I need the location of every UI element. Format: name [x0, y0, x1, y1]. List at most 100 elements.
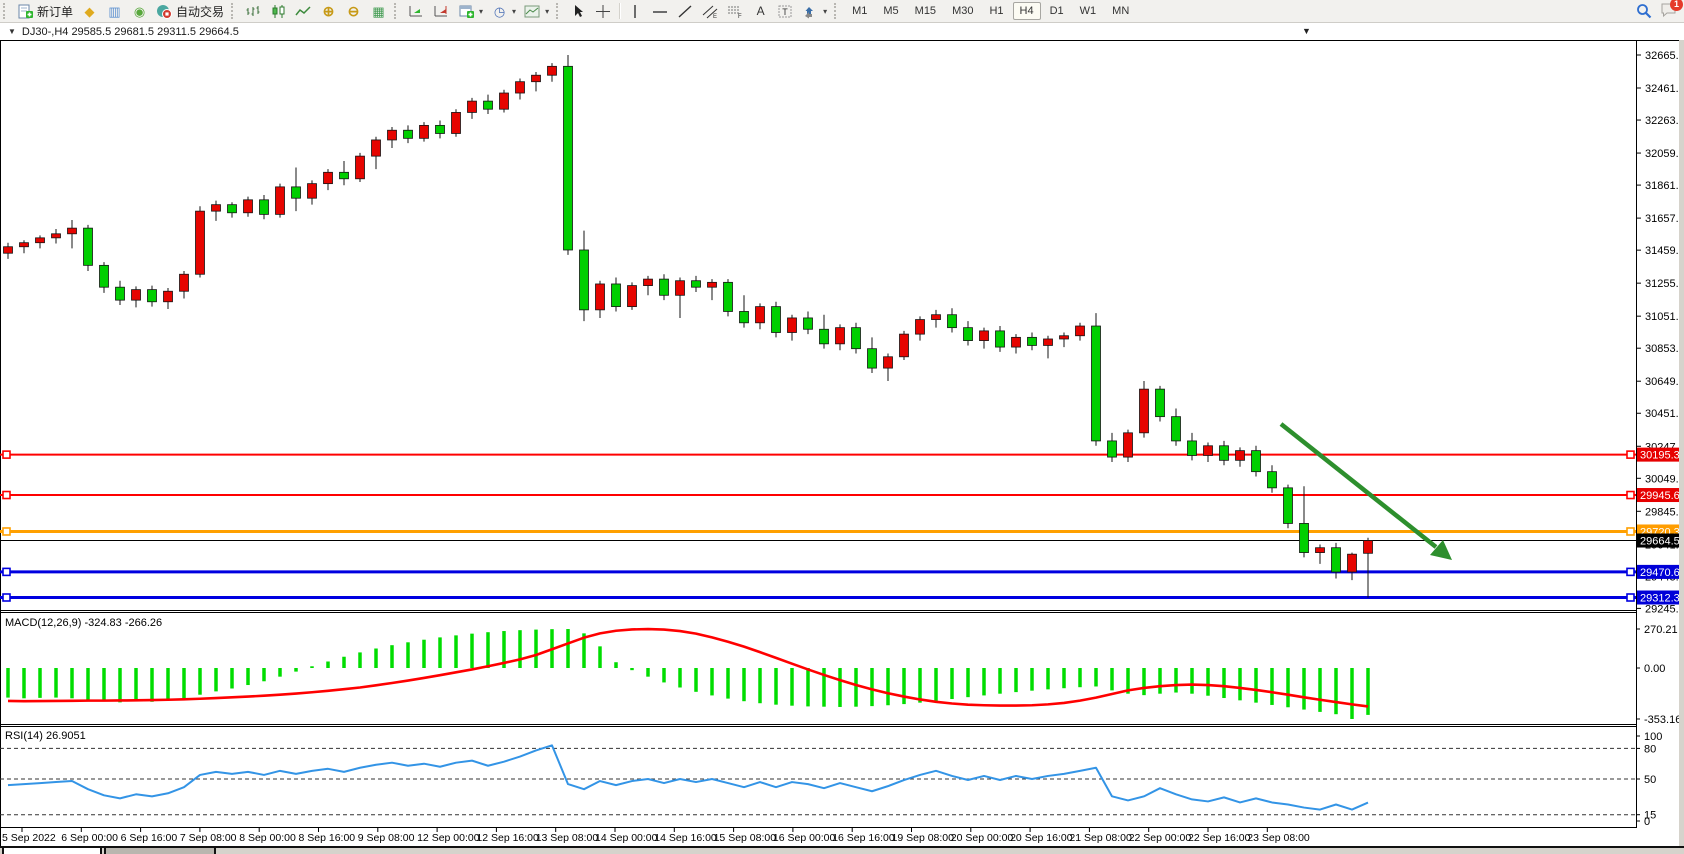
candle-30	[483, 100, 493, 110]
toolbar-grip[interactable]	[231, 3, 238, 19]
rsi-tick-label: 50	[1644, 774, 1656, 786]
vline-tool-button[interactable]	[623, 1, 648, 21]
channel-tool-button[interactable]: E	[698, 1, 723, 21]
arrows-tool-button[interactable]: ▾	[798, 1, 831, 21]
hline-tool-button[interactable]	[648, 1, 673, 21]
vertical-line-icon	[634, 4, 636, 18]
template-button[interactable]: ▾	[520, 1, 553, 21]
new-chart-icon	[459, 5, 475, 18]
hline-handle[interactable]	[1626, 593, 1635, 602]
timeframe-M5[interactable]: M5	[883, 5, 899, 17]
toolbar-grip[interactable]	[834, 3, 841, 19]
hline-handle[interactable]	[1626, 567, 1635, 577]
candlestick-chart-icon	[272, 4, 285, 18]
date-label: 8 Sep 16:00	[299, 832, 356, 844]
date-label: 5 Sep 2022	[2, 832, 56, 844]
new-order-button[interactable]: 新订单	[13, 1, 77, 21]
timeframe-M30[interactable]: M30	[952, 5, 974, 17]
toolbar-grip[interactable]	[3, 3, 10, 19]
label-tool-button[interactable]: T	[773, 1, 798, 21]
hline-handle[interactable]	[1626, 490, 1635, 500]
candle-49	[787, 317, 797, 333]
symbols-button[interactable]: ◆	[77, 1, 102, 21]
candle-0	[3, 246, 13, 254]
chevron-down-icon: ▾	[512, 6, 517, 16]
timeframe-H1[interactable]: H1	[989, 5, 1004, 17]
hline-handle[interactable]	[2, 593, 11, 602]
rsi-label: RSI(14) 26.9051	[5, 730, 86, 742]
hline-handle[interactable]	[1626, 527, 1635, 536]
chart-tab[interactable]	[104, 846, 216, 854]
chart-title-row: ▼ DJ30-,H4 29585.5 29681.5 29311.5 29664…	[0, 23, 1684, 40]
price-chip	[1637, 533, 1683, 548]
crosshair-tool-button[interactable]	[591, 1, 616, 21]
candle-75	[1203, 445, 1213, 456]
period-button[interactable]: ◷ ▾	[487, 1, 520, 21]
zoom-in-button[interactable]: ⊕	[316, 1, 341, 21]
timeframe-M1[interactable]: M1	[852, 5, 868, 17]
chart-tab-active[interactable]	[2, 846, 102, 854]
search-icon[interactable]	[1636, 3, 1652, 19]
trend-arrow[interactable]	[1279, 422, 1438, 549]
signals-button[interactable]: ◉	[127, 1, 152, 21]
chart-tabs-bar	[0, 846, 1684, 854]
date-label: 20 Sep 00:00	[951, 832, 1014, 844]
candlestick-chart-button[interactable]	[266, 1, 291, 21]
price-tick-label: 29845.0	[1645, 506, 1684, 518]
price-tick-label: 30649.0	[1645, 376, 1684, 388]
timeframe-MN[interactable]: MN	[1112, 5, 1130, 17]
date-label: 16 Sep 16:00	[832, 832, 895, 844]
toolbar: 新订单 ◆ ▥ ◉ 自动交易	[0, 0, 1684, 23]
date-label: 22 Sep 00:00	[1129, 832, 1192, 844]
autotrade-button[interactable]: 自动交易	[152, 1, 228, 21]
candle-56	[899, 333, 909, 358]
text-icon: A	[756, 3, 765, 18]
hline-handle[interactable]	[2, 450, 11, 459]
zoom-out-icon: ⊖	[347, 2, 360, 19]
hline-handle[interactable]	[2, 490, 11, 500]
rsi-tick-label: 0	[1644, 816, 1650, 828]
hline-handle[interactable]	[2, 527, 11, 536]
notifications-button[interactable]: 1	[1660, 0, 1683, 21]
date-label: 21 Sep 08:00	[1069, 832, 1132, 844]
toolbar-grip[interactable]	[394, 3, 401, 19]
macd-label: MACD(12,26,9) -324.83 -266.26	[5, 617, 162, 629]
market-watch-button[interactable]: ▥	[102, 1, 127, 21]
price-chip	[1637, 447, 1683, 462]
zoom-out-button[interactable]: ⊖	[341, 1, 366, 21]
bar-chart-button[interactable]	[241, 1, 266, 21]
line-chart-button[interactable]	[291, 1, 316, 21]
arrow-shapes-icon	[805, 6, 814, 18]
trendline-tool-button[interactable]	[673, 1, 698, 21]
timeframe-D1[interactable]: D1	[1049, 5, 1064, 17]
candle-14	[227, 204, 237, 214]
candle-84	[1347, 553, 1357, 573]
chart-shift-button[interactable]	[429, 1, 454, 21]
price-chip	[1637, 488, 1683, 503]
toolbar-grip[interactable]	[556, 3, 563, 19]
hline-handle[interactable]	[1626, 450, 1635, 459]
timeframe-W1[interactable]: W1	[1079, 5, 1097, 17]
text-tool-button[interactable]: A	[748, 1, 773, 21]
macd-tick-label: 270.21	[1644, 624, 1678, 636]
collapse-arrow-icon[interactable]: ▼	[8, 27, 16, 36]
candle-42	[675, 280, 685, 296]
rsi-tick-label: 100	[1644, 731, 1662, 743]
date-label: 9 Sep 08:00	[358, 832, 415, 844]
svg-text:E: E	[713, 14, 717, 19]
new-chart-button[interactable]: ▾	[454, 1, 487, 21]
tile-windows-button[interactable]: ▦	[366, 1, 391, 21]
hline-handle[interactable]	[2, 567, 11, 577]
cursor-tool-button[interactable]	[566, 1, 591, 21]
timeframe-M15[interactable]: M15	[914, 5, 937, 17]
timeframe-H4[interactable]: H4	[1012, 2, 1041, 20]
chart-shift-marker-icon[interactable]: ▼	[1302, 26, 1311, 36]
auto-scroll-button[interactable]	[404, 1, 429, 21]
macd-tick-label: 0.00	[1644, 663, 1665, 675]
date-label: 12 Sep 16:00	[476, 832, 539, 844]
candle-50	[803, 317, 813, 330]
fibonacci-tool-button[interactable]: F	[723, 1, 748, 21]
candle-43	[691, 280, 701, 288]
price-tick-label: 32665.0	[1645, 50, 1684, 62]
